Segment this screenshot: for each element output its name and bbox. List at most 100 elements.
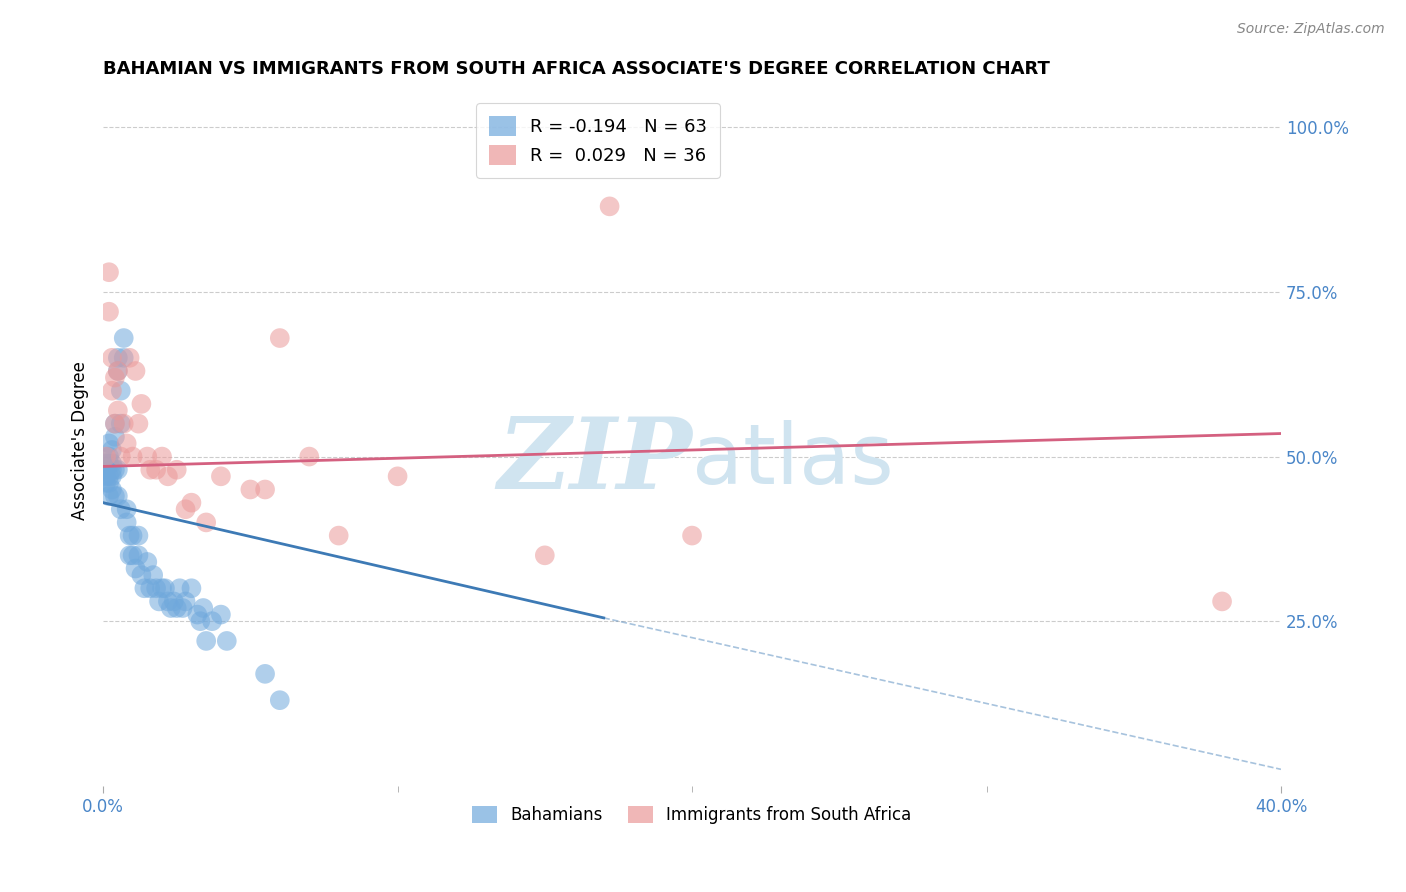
Point [94, 450, 117, 464]
Point [112, 417, 135, 431]
Point [121, 549, 143, 563]
Point [115, 502, 138, 516]
Point [104, 430, 127, 444]
Point [118, 351, 141, 365]
Text: atlas: atlas [692, 420, 894, 501]
Point [107, 489, 129, 503]
Text: Source: ZipAtlas.com: Source: ZipAtlas.com [1237, 22, 1385, 37]
Point [142, 568, 165, 582]
Point [150, 450, 173, 464]
Point [101, 384, 124, 398]
Point [139, 581, 162, 595]
Point [239, 483, 262, 497]
Point [94, 469, 117, 483]
Point [104, 489, 127, 503]
Legend: Bahamians, Immigrants from South Africa: Bahamians, Immigrants from South Africa [464, 798, 920, 833]
Point [98, 304, 121, 318]
Point [163, 594, 186, 608]
Point [107, 364, 129, 378]
Point [118, 549, 141, 563]
Point [107, 351, 129, 365]
Point [254, 483, 277, 497]
Point [156, 469, 179, 483]
Point [174, 502, 197, 516]
Point [150, 581, 173, 595]
Point [533, 549, 555, 563]
Point [127, 417, 149, 431]
Point [98, 436, 121, 450]
Point [195, 516, 218, 530]
Point [101, 463, 124, 477]
Text: BAHAMIAN VS IMMIGRANTS FROM SOUTH AFRICA ASSOCIATE'S DEGREE CORRELATION CHART: BAHAMIAN VS IMMIGRANTS FROM SOUTH AFRICA… [103, 60, 1050, 78]
Point [134, 581, 156, 595]
Point [94, 475, 117, 490]
Point [101, 351, 124, 365]
Point [94, 463, 117, 477]
Point [107, 463, 129, 477]
Point [107, 364, 129, 378]
Point [112, 351, 135, 365]
Point [124, 364, 146, 378]
Point [209, 607, 232, 622]
Text: ZIP: ZIP [498, 413, 692, 509]
Point [101, 442, 124, 457]
Point [139, 463, 162, 477]
Point [148, 594, 170, 608]
Point [104, 417, 127, 431]
Point [131, 568, 153, 582]
Point [101, 469, 124, 483]
Point [121, 528, 143, 542]
Point [127, 528, 149, 542]
Point [112, 331, 135, 345]
Point [169, 581, 191, 595]
Point [136, 450, 159, 464]
Point [104, 463, 127, 477]
Point [98, 469, 121, 483]
Point [681, 528, 703, 542]
Point [186, 607, 208, 622]
Point [193, 601, 215, 615]
Point [174, 594, 197, 608]
Point [110, 384, 132, 398]
Point [180, 581, 202, 595]
Point [201, 614, 224, 628]
Point [153, 581, 176, 595]
Point [115, 516, 138, 530]
Point [104, 370, 127, 384]
Point [127, 549, 149, 563]
Y-axis label: Associate's Degree: Associate's Degree [72, 360, 89, 519]
Point [131, 397, 153, 411]
Point [180, 496, 202, 510]
Point [98, 450, 121, 464]
Point [110, 502, 132, 516]
Point [328, 528, 350, 542]
Point [98, 265, 121, 279]
Point [215, 634, 238, 648]
Point [172, 601, 194, 615]
Point [166, 463, 188, 477]
Point [110, 417, 132, 431]
Point [269, 331, 291, 345]
Point [98, 475, 121, 490]
Point [115, 436, 138, 450]
Point [107, 403, 129, 417]
Point [166, 601, 188, 615]
Point [98, 489, 121, 503]
Point [269, 693, 291, 707]
Point [104, 417, 127, 431]
Point [195, 634, 218, 648]
Point [98, 456, 121, 470]
Point [145, 463, 167, 477]
Point [101, 456, 124, 470]
Point [298, 450, 321, 464]
Point [118, 528, 141, 542]
Point [124, 561, 146, 575]
Point [94, 456, 117, 470]
Point [188, 614, 211, 628]
Point [145, 581, 167, 595]
Point [110, 450, 132, 464]
Point [156, 594, 179, 608]
Point [121, 450, 143, 464]
Point [1211, 594, 1233, 608]
Point [599, 199, 621, 213]
